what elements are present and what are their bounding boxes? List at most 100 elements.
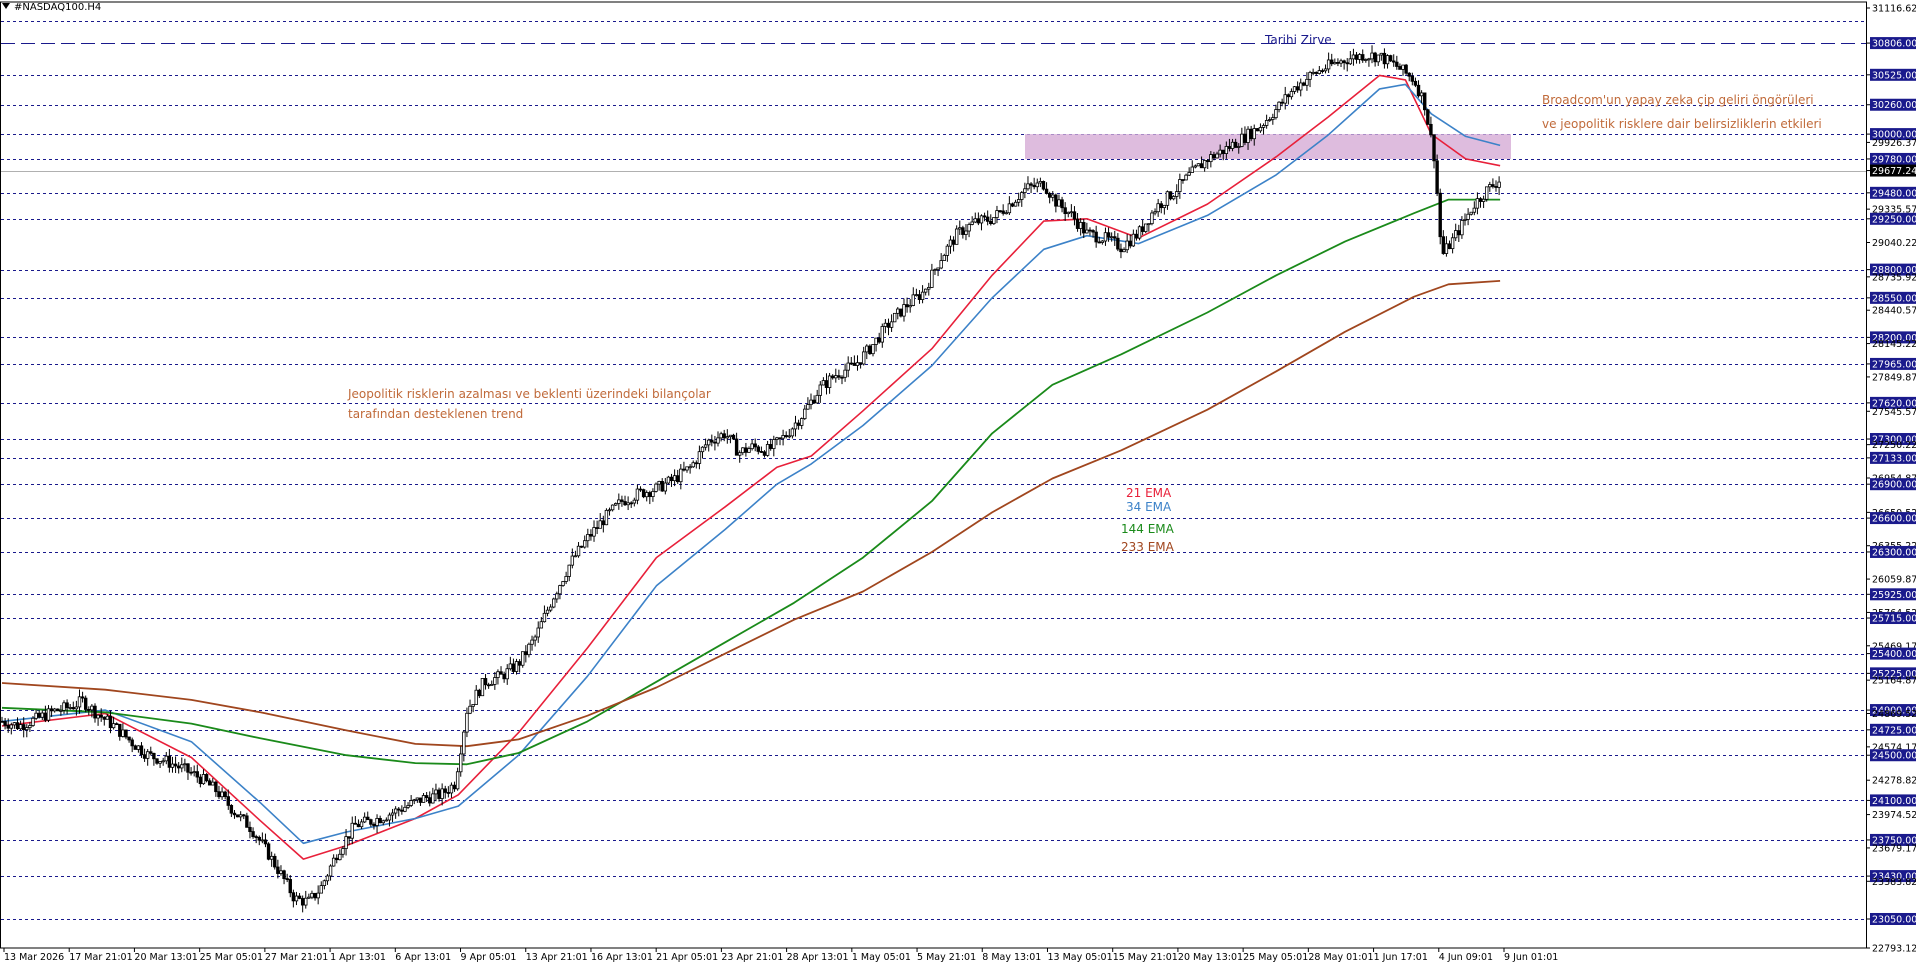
candle-body <box>669 476 674 482</box>
candle-body <box>251 831 255 837</box>
candle-body <box>393 808 398 814</box>
candle-body <box>130 739 134 747</box>
candle-body <box>124 729 128 738</box>
candle-body <box>1398 66 1402 70</box>
candle-body <box>573 555 578 558</box>
candle-body <box>155 758 159 764</box>
time-label: 5 May 21:01 <box>917 952 976 963</box>
candle-body <box>837 375 841 378</box>
candle-body <box>1413 80 1418 86</box>
symbol-title[interactable]: #NASDAQ100.H4 <box>2 2 101 13</box>
candle-body <box>710 439 714 443</box>
candle-body <box>1339 60 1343 64</box>
candle-body <box>917 294 922 300</box>
candle-body <box>183 763 187 766</box>
level-badge <box>1870 794 1916 807</box>
level-badge <box>1870 291 1916 304</box>
candle-body <box>663 482 668 492</box>
candle-body <box>632 499 637 504</box>
price-label: 23383.82 <box>1872 877 1916 888</box>
candle-body <box>1038 181 1043 184</box>
candle-body <box>958 227 962 230</box>
candle-body <box>31 717 35 726</box>
candle-body <box>713 441 717 444</box>
candle-body <box>1351 54 1356 60</box>
price-label: 27620.00 <box>1872 398 1916 409</box>
candle-body <box>304 897 308 906</box>
time-label: 20 May 13:01 <box>1178 952 1243 963</box>
candle-body <box>40 712 44 718</box>
candle-body <box>1156 203 1160 213</box>
candle-body <box>300 898 305 906</box>
candle-body <box>356 823 361 828</box>
candle-body <box>728 434 733 438</box>
candle-body <box>1268 119 1272 121</box>
level-badge <box>1870 870 1916 883</box>
candle-body <box>1345 62 1349 65</box>
candle-body <box>803 408 807 419</box>
zirve-label: Tarihi Zirve <box>1264 33 1332 47</box>
candle-body <box>1395 61 1399 67</box>
candle-body <box>285 878 289 880</box>
candle-body <box>338 853 342 861</box>
candle-body <box>899 308 903 317</box>
time-label: 17 Mar 21:01 <box>69 952 132 963</box>
candle-body <box>1184 174 1188 181</box>
candle-body <box>855 362 860 366</box>
candle-body <box>139 745 144 756</box>
price-label: 24500.00 <box>1872 751 1916 762</box>
time-label: 13 May 05:01 <box>1047 952 1112 963</box>
candle-body <box>335 857 339 861</box>
candle-body <box>220 791 224 798</box>
candle-body <box>1063 207 1067 215</box>
candle-body <box>1057 199 1061 207</box>
candle-body <box>1401 64 1405 70</box>
candle-body <box>753 443 757 448</box>
level-badge <box>1870 128 1916 141</box>
candle-body <box>1171 196 1176 200</box>
candle-body <box>62 702 66 711</box>
candle-body <box>257 836 261 841</box>
level-badge <box>1870 647 1916 660</box>
time-label: 21 Apr 05:01 <box>656 952 718 963</box>
candle-body <box>307 896 311 899</box>
candle-body <box>719 433 723 439</box>
level-badge <box>1870 263 1916 276</box>
candle-body <box>896 308 900 314</box>
candle-body <box>762 451 767 456</box>
candle-body <box>645 492 649 498</box>
candle-body <box>1209 154 1213 163</box>
candle-body <box>992 217 996 225</box>
candle-body <box>375 818 379 826</box>
candle-body <box>1264 120 1269 126</box>
price-label: 27133.00 <box>1872 453 1916 464</box>
candle-body <box>443 788 447 793</box>
candle-body <box>1314 71 1318 74</box>
candle-body <box>1041 181 1046 190</box>
candle-body <box>775 437 779 440</box>
candle-body <box>672 475 677 482</box>
level-badge <box>1870 396 1916 409</box>
candle-body <box>874 337 878 345</box>
level-badge <box>1870 478 1916 491</box>
candle-body <box>530 639 534 645</box>
candle-body <box>372 823 376 826</box>
candle-body <box>1488 184 1492 188</box>
price-label: 27250.22 <box>1872 440 1916 451</box>
candle-body <box>586 534 590 542</box>
candle-body <box>499 671 503 675</box>
annotations: Tarihi Zirve Jeopolitik risklerin azalma… <box>347 33 1822 554</box>
candle-body <box>570 555 575 566</box>
candle-body <box>170 763 175 768</box>
candle-body <box>214 781 218 793</box>
price-label: 27965.00 <box>1872 359 1916 370</box>
candle-body <box>648 492 652 497</box>
candle-body <box>1246 128 1250 143</box>
candle-body <box>400 809 404 812</box>
candle-body <box>1438 192 1442 238</box>
candle-body <box>579 545 584 548</box>
candle-body <box>858 362 863 365</box>
candle-body <box>1444 243 1449 254</box>
time-label: 20 Mar 13:01 <box>134 952 197 963</box>
